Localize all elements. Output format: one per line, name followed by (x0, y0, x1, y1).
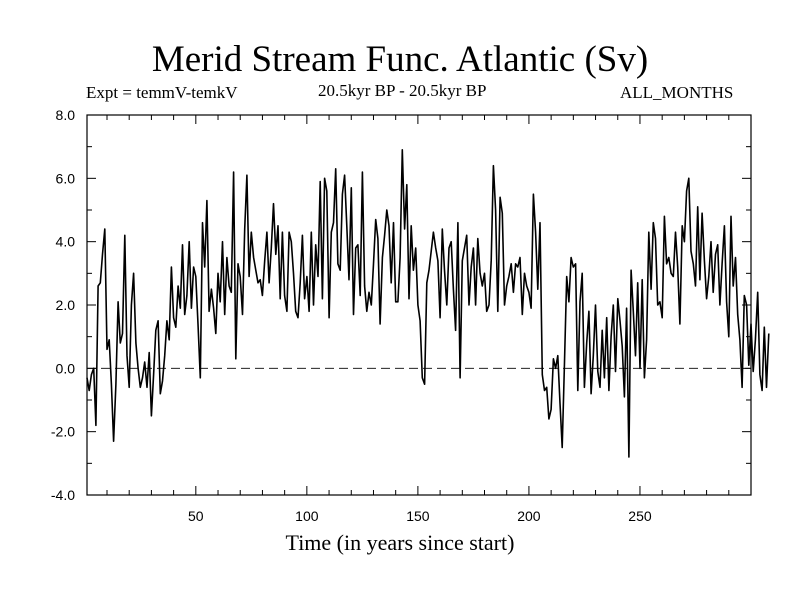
y-tick-label: -2.0 (51, 424, 75, 440)
y-tick-label: -4.0 (51, 487, 75, 503)
chart-title: Merid Stream Func. Atlantic (Sv) (151, 39, 649, 80)
y-tick-label: 6.0 (56, 170, 76, 186)
period-label: 20.5kyr BP - 20.5kyr BP (318, 81, 487, 100)
x-tick-label: 200 (517, 508, 541, 524)
y-tick-label: 8.0 (56, 107, 76, 123)
x-tick-label: 250 (628, 508, 652, 524)
x-tick-label: 50 (188, 508, 204, 524)
y-tick-label: 2.0 (56, 297, 76, 313)
x-tick-label: 100 (295, 508, 319, 524)
months-label: ALL_MONTHS (620, 83, 734, 102)
x-tick-label: 150 (406, 508, 430, 524)
y-tick-label: 0.0 (56, 360, 76, 376)
series-line (86, 149, 770, 458)
y-tick-label: 4.0 (56, 234, 76, 250)
experiment-label: Expt = temmV-temkV (86, 83, 238, 102)
x-axis-label: Time (in years since start) (285, 530, 515, 555)
